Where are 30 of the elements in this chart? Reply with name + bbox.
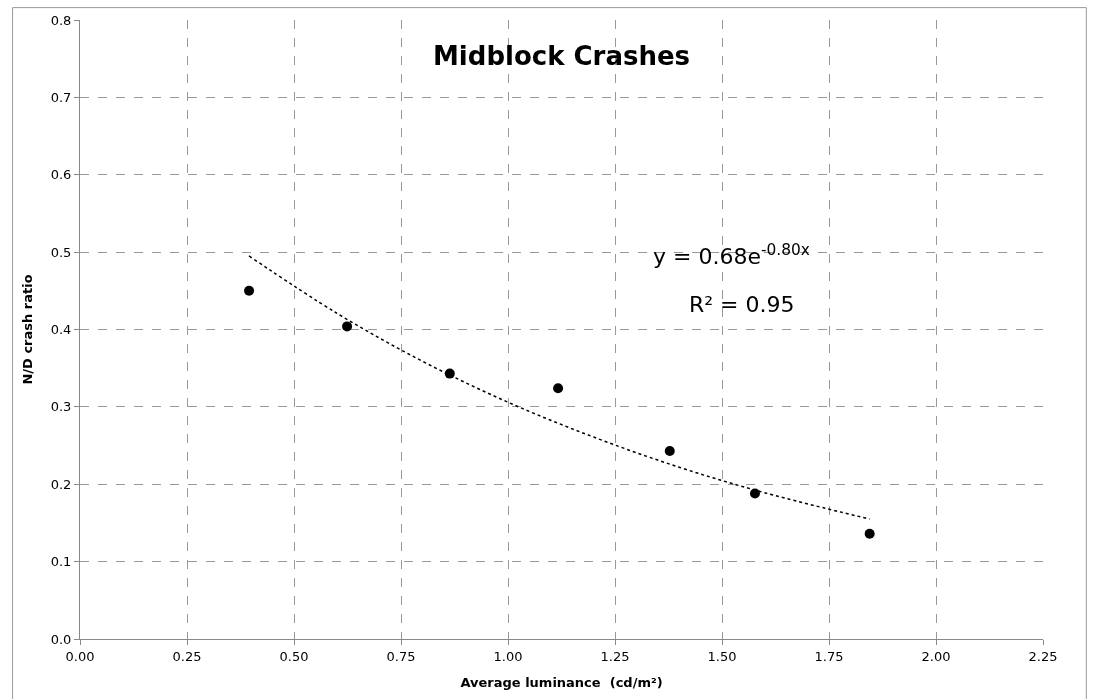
y-tick-label: 0.4 bbox=[50, 322, 72, 338]
x-tick-label: 1.75 bbox=[814, 648, 844, 664]
point bbox=[244, 285, 255, 296]
y-tick-label: 0.6 bbox=[50, 167, 72, 183]
y-tick-label: 0.0 bbox=[50, 631, 72, 647]
x-tick-label: 0.50 bbox=[279, 648, 309, 664]
text: Midblock Crashes bbox=[433, 41, 691, 71]
annotation: y = 0.68e$^{-0.80x}$ bbox=[653, 241, 810, 270]
y-tick-label: 0.3 bbox=[50, 399, 72, 415]
x-tick-label: 1.00 bbox=[493, 648, 523, 664]
y-tick-label: 0.7 bbox=[50, 89, 72, 105]
point bbox=[864, 528, 875, 539]
x-axis-title: Average luminance (cd/m²) bbox=[460, 675, 663, 691]
point bbox=[553, 383, 564, 394]
point bbox=[664, 445, 675, 456]
point bbox=[342, 321, 353, 332]
y-tick-label: 0.8 bbox=[50, 12, 72, 28]
y-tick-label: 0.2 bbox=[50, 476, 72, 492]
point bbox=[749, 488, 760, 499]
x-tick-label: 2.25 bbox=[1028, 648, 1058, 664]
x-tick-label: 1.50 bbox=[707, 648, 737, 664]
x-tick-label: 0.00 bbox=[65, 648, 95, 664]
y-tick-label: 0.1 bbox=[50, 554, 72, 570]
y-axis-title: N/D crash ratio bbox=[19, 274, 35, 385]
y-tick-label: 0.5 bbox=[50, 244, 72, 260]
x-tick-label: 0.25 bbox=[172, 648, 202, 664]
annotation: R² = 0.95 bbox=[689, 292, 795, 317]
x-tick-label: 1.25 bbox=[600, 648, 630, 664]
x-tick-label: 2.00 bbox=[921, 648, 951, 664]
x-tick-label: 0.75 bbox=[386, 648, 416, 664]
